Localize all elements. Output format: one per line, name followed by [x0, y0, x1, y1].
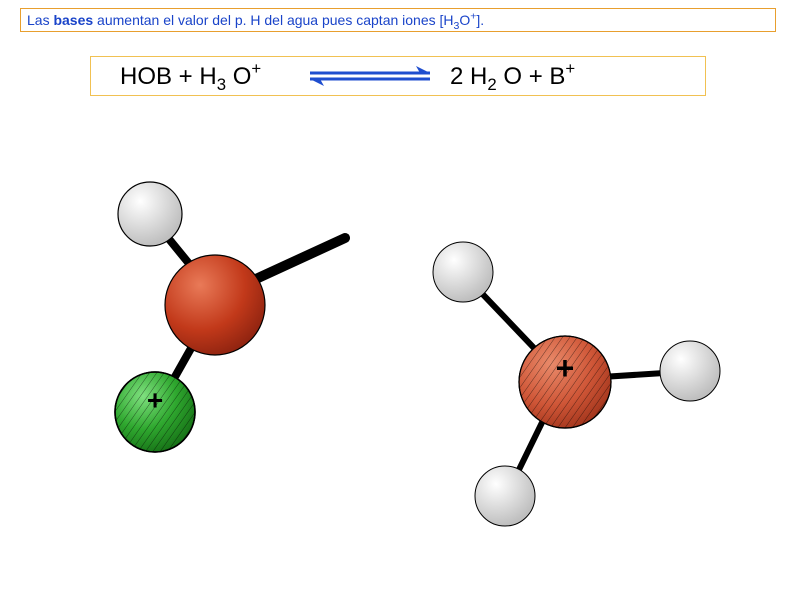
equation-text: HOB + H3 O+ 2 H2 O + B+ — [120, 59, 575, 94]
equilibrium-arrow — [310, 66, 430, 86]
molecule-left: + — [115, 182, 345, 452]
svg-text:HOB + H3 O+: HOB + H3 O+ — [120, 59, 261, 94]
svg-text:+: + — [147, 384, 163, 415]
molecule-right: + — [433, 242, 720, 526]
svg-text:+: + — [556, 350, 575, 386]
svg-text:2 H2 O + B+: 2 H2 O + B+ — [450, 59, 575, 94]
diagram-canvas: HOB + H3 O+ 2 H2 O + B+ + + — [0, 0, 794, 595]
